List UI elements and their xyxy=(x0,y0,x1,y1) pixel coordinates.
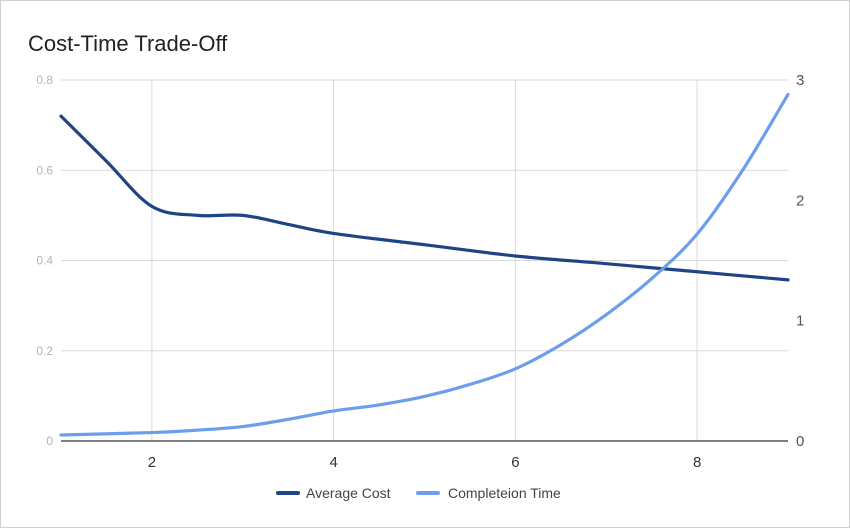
y-right-tick-label: 3 xyxy=(796,72,804,89)
series-line-average-cost xyxy=(59,114,790,282)
x-tick-label: 2 xyxy=(148,454,156,471)
y-right-tick-label: 0 xyxy=(796,433,804,450)
axis-layer: 0 0.2 0.4 0.6 0.8 2 4 6 8 0 1 2 3 xyxy=(36,72,804,471)
legend-item-completeion-time[interactable]: Completeion Time xyxy=(416,485,561,501)
legend-label: Completeion Time xyxy=(448,485,561,501)
x-tick-label: 4 xyxy=(329,454,337,471)
series-line-completeion-time xyxy=(59,92,790,437)
chart-title: Cost-Time Trade-Off xyxy=(28,31,228,56)
legend-item-average-cost[interactable]: Average Cost xyxy=(276,485,391,501)
y-right-tick-label: 1 xyxy=(796,313,804,330)
y-left-tick-label: 0.4 xyxy=(36,254,53,268)
y-left-tick-label: 0.6 xyxy=(36,163,53,177)
series-layer xyxy=(59,92,790,437)
y-left-tick-label: 0.8 xyxy=(36,73,53,87)
x-tick-label: 6 xyxy=(511,454,519,471)
y-left-tick-label: 0.2 xyxy=(36,344,53,358)
y-left-tick-label: 0 xyxy=(46,434,53,448)
grid-layer xyxy=(61,79,788,441)
x-tick-label: 8 xyxy=(693,454,701,471)
legend-label: Average Cost xyxy=(306,485,391,501)
legend: Average Cost Completeion Time xyxy=(276,485,561,501)
y-right-tick-label: 2 xyxy=(796,192,804,209)
